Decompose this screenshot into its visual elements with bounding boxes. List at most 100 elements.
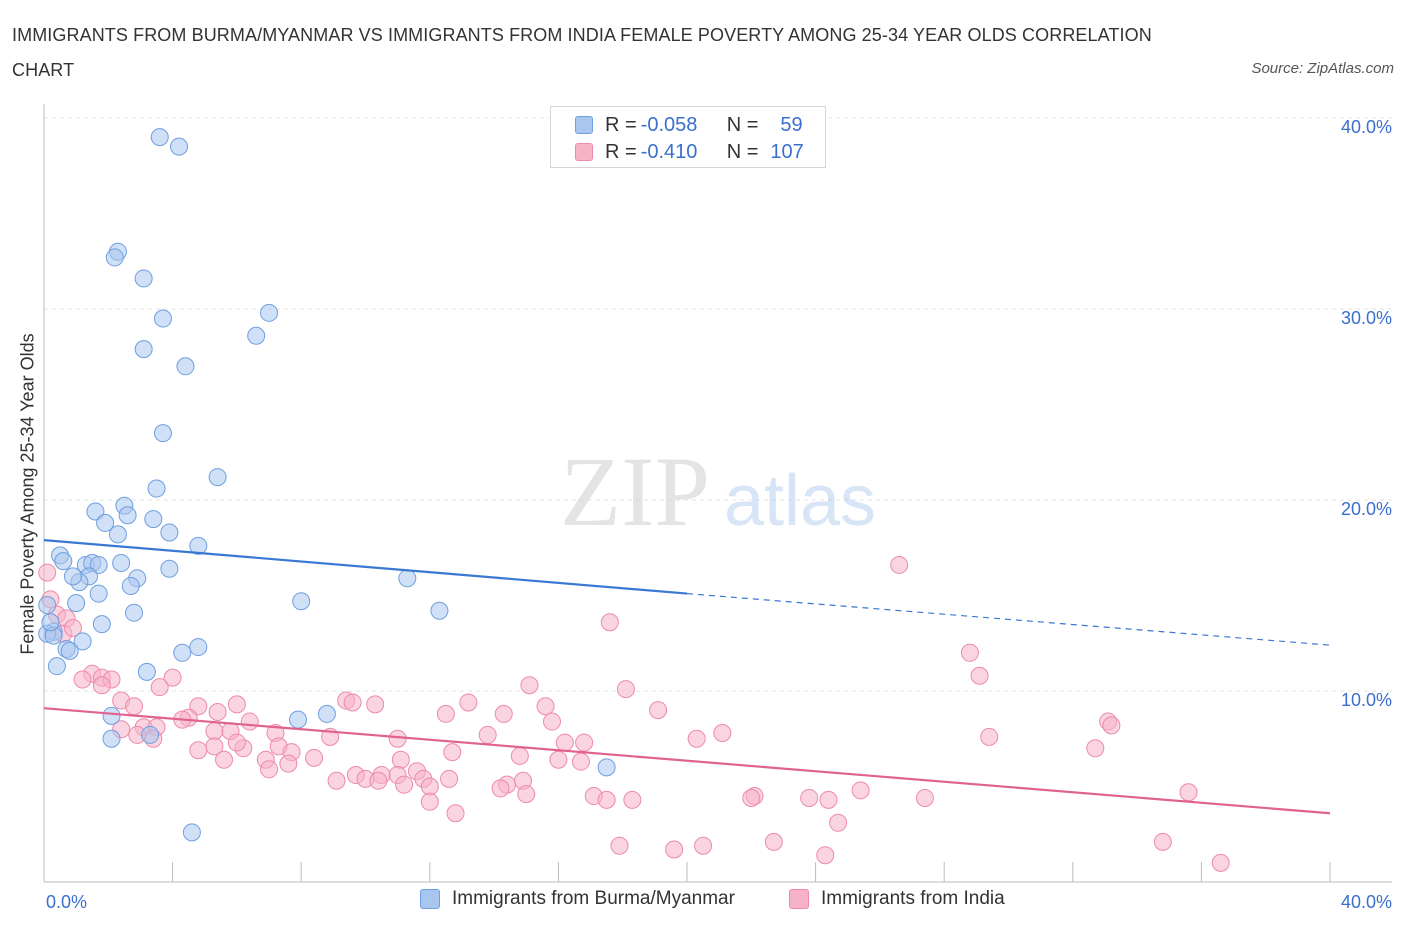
- data-point: [125, 697, 144, 716]
- data-point: [73, 632, 92, 651]
- source-label: Source: ZipAtlas.com: [1251, 60, 1394, 77]
- data-point: [443, 743, 462, 762]
- data-point: [173, 643, 192, 662]
- data-point: [73, 670, 92, 689]
- data-point: [121, 576, 140, 595]
- data-point: [555, 733, 574, 752]
- data-point: [67, 594, 86, 613]
- data-point: [616, 680, 635, 699]
- data-point: [649, 701, 668, 720]
- data-point: [420, 792, 439, 811]
- data-point: [420, 777, 439, 796]
- axes: [43, 104, 1392, 883]
- data-point: [112, 554, 131, 573]
- legend-n-label: N =: [726, 140, 759, 163]
- data-point: [571, 752, 590, 771]
- correlation-legend: R = -0.058 N = 59 R = -0.410 N = 107: [550, 106, 826, 168]
- x-tick-label: 40.0%: [1341, 892, 1392, 912]
- data-point: [163, 668, 182, 687]
- data-point: [549, 750, 568, 769]
- data-point: [260, 303, 279, 322]
- data-point: [575, 733, 594, 752]
- data-point: [623, 790, 642, 809]
- data-point: [292, 592, 311, 611]
- data-point: [227, 733, 246, 752]
- data-point: [742, 788, 761, 807]
- legend-r-label: R =: [605, 113, 637, 136]
- bottom-legend-label-burma: Immigrants from Burma/Myanmar: [452, 888, 735, 909]
- data-point: [227, 695, 246, 714]
- data-point: [960, 643, 979, 662]
- legend-row-burma: R = -0.058 N = 59: [575, 112, 803, 138]
- data-point: [764, 832, 783, 851]
- data-points: [38, 128, 1230, 872]
- data-point: [137, 662, 156, 681]
- y-tick-label: 20.0%: [1341, 499, 1392, 519]
- bottom-legend-swatch-burma: [420, 889, 440, 909]
- data-point: [215, 750, 234, 769]
- data-point: [816, 846, 835, 865]
- data-point: [800, 788, 819, 807]
- data-point: [819, 790, 838, 809]
- data-point: [92, 676, 111, 695]
- data-point: [63, 567, 82, 586]
- data-point: [395, 775, 414, 794]
- data-point: [542, 712, 561, 731]
- legend-r-label: R =: [605, 140, 637, 163]
- legend-swatch-india: [575, 143, 593, 161]
- data-point: [391, 750, 410, 769]
- y-tick-label: 30.0%: [1341, 308, 1392, 328]
- data-point: [60, 641, 79, 660]
- data-point: [150, 678, 169, 697]
- trend-line-extension: [686, 592, 1331, 646]
- x-tick-label: 0.0%: [46, 892, 87, 912]
- grid-lines: [44, 117, 1392, 692]
- data-point: [160, 523, 179, 542]
- trend-lines: [43, 539, 1331, 815]
- data-point: [189, 638, 208, 657]
- data-point: [208, 468, 227, 487]
- y-tick-label: 10.0%: [1341, 690, 1392, 710]
- data-point: [536, 697, 555, 716]
- bottom-legend-burma[interactable]: Immigrants from Burma/Myanmar: [420, 888, 735, 910]
- data-point: [279, 754, 298, 773]
- data-point: [1211, 853, 1230, 872]
- data-point: [96, 513, 115, 532]
- bottom-legend-india[interactable]: Immigrants from India: [789, 888, 1005, 910]
- data-point: [141, 725, 160, 744]
- data-point: [208, 703, 227, 722]
- data-point: [915, 788, 934, 807]
- data-point: [436, 704, 455, 723]
- data-point: [147, 479, 166, 498]
- data-point: [54, 552, 73, 571]
- data-point: [317, 704, 336, 723]
- data-point: [369, 771, 388, 790]
- data-point: [890, 555, 909, 574]
- data-point: [150, 128, 169, 147]
- data-point: [189, 741, 208, 760]
- data-point: [205, 737, 224, 756]
- data-point: [92, 615, 111, 634]
- data-point: [520, 676, 539, 695]
- data-point: [459, 693, 478, 712]
- data-point: [1153, 832, 1172, 851]
- trend-line: [43, 539, 688, 595]
- data-point: [134, 269, 153, 288]
- data-point: [694, 836, 713, 855]
- data-point: [170, 137, 189, 156]
- data-point: [366, 695, 385, 714]
- data-point: [1179, 783, 1198, 802]
- data-point: [86, 502, 105, 521]
- data-point: [665, 840, 684, 859]
- data-point: [118, 506, 137, 525]
- data-point: [305, 748, 324, 767]
- data-point: [491, 779, 510, 798]
- data-point: [398, 569, 417, 588]
- data-point: [247, 326, 266, 345]
- data-point: [102, 729, 121, 748]
- legend-r-value: -0.410: [640, 140, 698, 163]
- data-point: [189, 697, 208, 716]
- legend-r-value: -0.058: [640, 113, 698, 136]
- data-point: [38, 563, 57, 582]
